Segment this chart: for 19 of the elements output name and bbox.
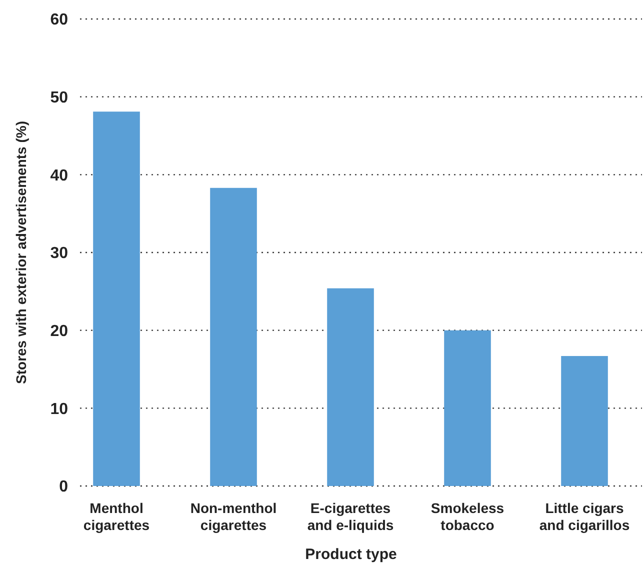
y-tick-label: 50	[50, 89, 68, 106]
x-tick-label: Non-menthol cigarettes	[190, 500, 277, 533]
y-axis-title: Stores with exterior advertisements (%)	[13, 121, 29, 384]
bar	[210, 188, 257, 486]
y-tick-label: 60	[50, 12, 68, 29]
y-tick-label: 10	[50, 400, 68, 418]
x-tick-label: Menthol cigarettes	[83, 500, 150, 533]
y-tick-label: 40	[50, 167, 68, 184]
x-tick-label: Little cigars and cigarillos	[539, 500, 630, 533]
bar	[444, 330, 491, 486]
bar	[93, 112, 140, 486]
x-tick-label: E-cigarettes and e-liquids	[307, 500, 394, 533]
bar	[561, 356, 608, 486]
x-axis-title: Product type	[305, 546, 397, 563]
y-tick-label: 30	[50, 245, 68, 262]
x-tick-label: Smokeless tobacco	[430, 500, 504, 533]
y-tick-label: 0	[59, 478, 68, 496]
bar	[327, 288, 374, 486]
y-tick-label: 20	[50, 322, 68, 340]
